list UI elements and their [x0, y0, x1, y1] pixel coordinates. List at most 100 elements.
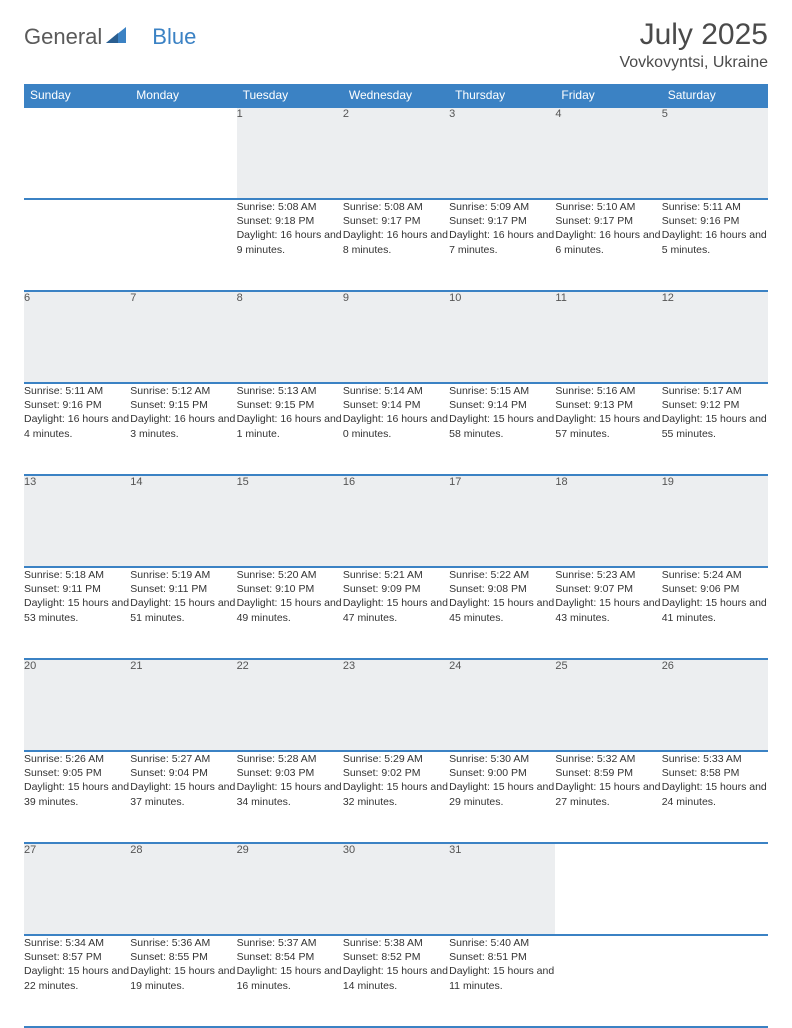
day-content-cell: Sunrise: 5:10 AM Sunset: 9:17 PM Daylight:… [555, 199, 661, 291]
day-content-cell: Sunrise: 5:29 AMSunset: 9:02 PMDaylight:… [343, 751, 449, 843]
sunset-line: Sunset: 9:16 PM [662, 215, 740, 227]
sunset-line: Sunset: 9:17 PM [555, 215, 633, 227]
day-content-cell: Sunrise: 5:18 AMSunset: 9:11 PMDaylight:… [24, 567, 130, 659]
daylight-line: Daylight: 15 hours and 43 minutes. [555, 597, 660, 623]
day-number-row: 13141516171819 [24, 475, 768, 567]
daylight-line: Daylight: 15 hours and 16 minutes. [237, 965, 342, 991]
day-number-cell: 31 [449, 843, 555, 935]
sunset-line: Sunset: 8:52 PM [343, 951, 421, 963]
day-number-cell: 11 [555, 291, 661, 383]
sunset-line: Sunset: 9:11 PM [24, 583, 101, 595]
sunset-line: Sunset: 9:17 PM [449, 215, 527, 227]
sunrise-line: Sunrise: 5:32 AM [555, 753, 635, 765]
day-content-cell: Sunrise: 5:15 AMSunset: 9:14 PMDaylight:… [449, 383, 555, 475]
daylight-line: Daylight: 16 hours and 9 minutes. [237, 229, 342, 255]
sunrise-line: Sunrise: 5:13 AM [237, 385, 317, 397]
sunset-line: Sunset: 8:51 PM [449, 951, 527, 963]
sunset-line: Sunset: 9:07 PM [555, 583, 633, 595]
sunrise-line: Sunrise: 5:23 AM [555, 569, 635, 581]
day-content-cell: Sunrise: 5:38 AMSunset: 8:52 PMDaylight:… [343, 935, 449, 1027]
day-number-cell: 20 [24, 659, 130, 751]
daylight-line: Daylight: 15 hours and 24 minutes. [662, 781, 767, 807]
calendar-table: Sunday Monday Tuesday Wednesday Thursday… [24, 84, 768, 1028]
sunset-line: Sunset: 9:14 PM [343, 399, 421, 411]
day-content-cell: Sunrise: 5:08 AMSunset: 9:18 PMDaylight:… [237, 199, 343, 291]
sunset-line: Sunset: 9:17 PM [343, 215, 421, 227]
day-content-cell: Sunrise: 5:32 AMSunset: 8:59 PMDaylight:… [555, 751, 661, 843]
day-number-cell: 24 [449, 659, 555, 751]
day-content-cell [662, 935, 768, 1027]
day-number-cell: 13 [24, 475, 130, 567]
day-number-cell: 10 [449, 291, 555, 383]
day-header-row: Sunday Monday Tuesday Wednesday Thursday… [24, 84, 768, 107]
day-number-cell: 17 [449, 475, 555, 567]
sunrise-line: Sunrise: 5:22 AM [449, 569, 529, 581]
day-content-cell: Sunrise: 5:13 AMSunset: 9:15 PMDaylight:… [237, 383, 343, 475]
sunrise-line: Sunrise: 5:11 AM [24, 385, 103, 397]
day-number-cell: 7 [130, 291, 236, 383]
sunset-line: Sunset: 9:14 PM [449, 399, 527, 411]
daylight-line: Daylight: 15 hours and 19 minutes. [130, 965, 235, 991]
sunrise-line: Sunrise: 5:21 AM [343, 569, 423, 581]
daylight-line: Daylight: 16 hours and 6 minutes. [555, 229, 660, 255]
day-number-cell: 18 [555, 475, 661, 567]
sunrise-line: Sunrise: 5:37 AM [237, 937, 317, 949]
daylight-line: Daylight: 16 hours and 3 minutes. [130, 413, 235, 439]
day-header: Wednesday [343, 84, 449, 107]
daylight-line: Daylight: 15 hours and 32 minutes. [343, 781, 448, 807]
day-number-cell: 4 [555, 107, 661, 199]
daylight-line: Daylight: 16 hours and 1 minute. [237, 413, 342, 439]
day-content-row: Sunrise: 5:26 AM Sunset: 9:05 PM Daylight:… [24, 751, 768, 843]
day-content-cell: Sunrise: 5:26 AMSunset: 9:05 PMDaylight:… [24, 751, 130, 843]
day-number-cell: 1 [237, 107, 343, 199]
sunrise-line: Sunrise: 5:26 AM [24, 753, 104, 765]
sunrise-line: Sunrise: 5:17 AM [662, 385, 742, 397]
day-content-cell: Sunrise: 5:20 AMSunset: 9:10 PMDaylight:… [237, 567, 343, 659]
day-number-cell [662, 843, 768, 935]
logo-word-general: General [24, 24, 102, 50]
day-number-cell: 25 [555, 659, 661, 751]
day-content-cell: Sunrise: 5:17 AMSunset: 9:12 PMDaylight:… [662, 383, 768, 475]
daylight-line: Daylight: 15 hours and 49 minutes. [237, 597, 342, 623]
day-number-cell: 21 [130, 659, 236, 751]
day-content-cell: Sunrise: 5:37 AMSunset: 8:54 PMDaylight:… [237, 935, 343, 1027]
day-content-cell: Sunrise: 5:11 AMSunset: 9:16 PMDaylight:… [24, 383, 130, 475]
day-content-cell: Sunrise: 5:21 AMSunset: 9:09 PMDaylight:… [343, 567, 449, 659]
sunset-line: Sunset: 8:58 PM [662, 767, 740, 779]
day-content-cell: Sunrise: 5:14 AMSunset: 9:14 PMDaylight:… [343, 383, 449, 475]
sunrise-line: Sunrise: 5:08 AM [237, 201, 317, 213]
sunrise-line: Sunrise: 5:30 AM [449, 753, 529, 765]
sunset-line: Sunset: 8:55 PM [130, 951, 208, 963]
calendar-body: 12345Sunrise: 5:08 AMSunset: 9:18 PMDayl… [24, 107, 768, 1027]
day-number-cell: 12 [662, 291, 768, 383]
sunrise-line: Sunrise: 5:24 AM [662, 569, 742, 581]
day-content-cell: Sunrise: 5:19 AMSunset: 9:11 PMDaylight:… [130, 567, 236, 659]
sunrise-line: Sunrise: 5:16 AM [555, 385, 635, 397]
daylight-line: Daylight: 15 hours and 29 minutes. [449, 781, 554, 807]
daylight-line: Daylight: 15 hours and 45 minutes. [449, 597, 554, 623]
sunset-line: Sunset: 9:05 PM [24, 767, 102, 779]
daylight-line: Daylight: 16 hours and 4 minutes. [24, 413, 129, 439]
day-number-cell [555, 843, 661, 935]
logo: General Blue [24, 24, 196, 50]
sunset-line: Sunset: 8:57 PM [24, 951, 102, 963]
sunset-line: Sunset: 9:09 PM [343, 583, 421, 595]
day-number-cell: 28 [130, 843, 236, 935]
daylight-line: Daylight: 15 hours and 34 minutes. [237, 781, 342, 807]
day-number-row: 6789101112 [24, 291, 768, 383]
month-title: July 2025 [619, 18, 768, 52]
day-content-cell: Sunrise: 5:12 AMSunset: 9:15 PMDaylight:… [130, 383, 236, 475]
day-content-cell: Sunrise: 5:28 AMSunset: 9:03 PMDaylight:… [237, 751, 343, 843]
daylight-line: Daylight: 16 hours and 8 minutes. [343, 229, 448, 255]
sunrise-line: Sunrise: 5:38 AM [343, 937, 423, 949]
sunrise-line: Sunrise: 5:19 AM [130, 569, 210, 581]
sunset-line: Sunset: 9:02 PM [343, 767, 421, 779]
day-number-cell: 22 [237, 659, 343, 751]
sunset-line: Sunset: 9:12 PM [662, 399, 740, 411]
sunset-line: Sunset: 9:00 PM [449, 767, 527, 779]
sunrise-line: Sunrise: 5:10 AM [555, 201, 635, 213]
sunset-line: Sunset: 9:10 PM [237, 583, 315, 595]
day-number-cell: 14 [130, 475, 236, 567]
day-number-cell: 8 [237, 291, 343, 383]
day-header: Friday [555, 84, 661, 107]
